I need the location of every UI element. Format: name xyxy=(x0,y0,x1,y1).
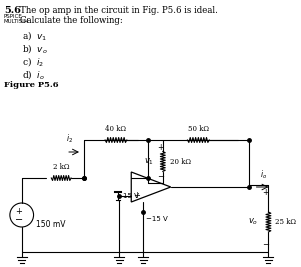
Text: $v_1$: $v_1$ xyxy=(144,156,154,167)
Text: −: − xyxy=(157,172,164,181)
Text: The op amp in the circuit in Fig. P5.6 is ideal.: The op amp in the circuit in Fig. P5.6 i… xyxy=(20,6,218,15)
Text: d)  $i_o$: d) $i_o$ xyxy=(22,68,45,81)
Text: +: + xyxy=(15,206,22,215)
Text: MULTISIM: MULTISIM xyxy=(4,19,29,24)
Text: 50 kΩ: 50 kΩ xyxy=(188,125,209,133)
Text: −: − xyxy=(15,215,23,225)
Text: c)  $i_2$: c) $i_2$ xyxy=(22,55,44,68)
Text: +: + xyxy=(262,188,269,197)
Text: $i_o$: $i_o$ xyxy=(260,168,267,181)
Text: $v_o$: $v_o$ xyxy=(248,217,259,227)
Text: 2 kΩ: 2 kΩ xyxy=(53,163,70,171)
Text: +: + xyxy=(133,191,140,201)
Text: 150 mV: 150 mV xyxy=(36,220,65,229)
Text: PSPICE: PSPICE xyxy=(4,14,23,19)
Text: $i_2$: $i_2$ xyxy=(66,132,73,145)
Text: −: − xyxy=(262,240,269,249)
Text: Calculate the following:: Calculate the following: xyxy=(20,16,123,25)
Text: +: + xyxy=(158,143,164,152)
Text: 40 kΩ: 40 kΩ xyxy=(105,125,126,133)
Text: b)  $v_o$: b) $v_o$ xyxy=(22,42,48,55)
Text: 20 kΩ: 20 kΩ xyxy=(170,158,191,166)
Text: 15 V: 15 V xyxy=(123,193,139,199)
Text: 5.6: 5.6 xyxy=(4,6,21,15)
Text: −: − xyxy=(132,174,140,183)
Text: a)  $v_1$: a) $v_1$ xyxy=(22,29,47,42)
Text: −15 V: −15 V xyxy=(146,216,168,222)
Text: 25 kΩ: 25 kΩ xyxy=(275,218,296,226)
Text: Figure P5.6: Figure P5.6 xyxy=(4,81,59,89)
